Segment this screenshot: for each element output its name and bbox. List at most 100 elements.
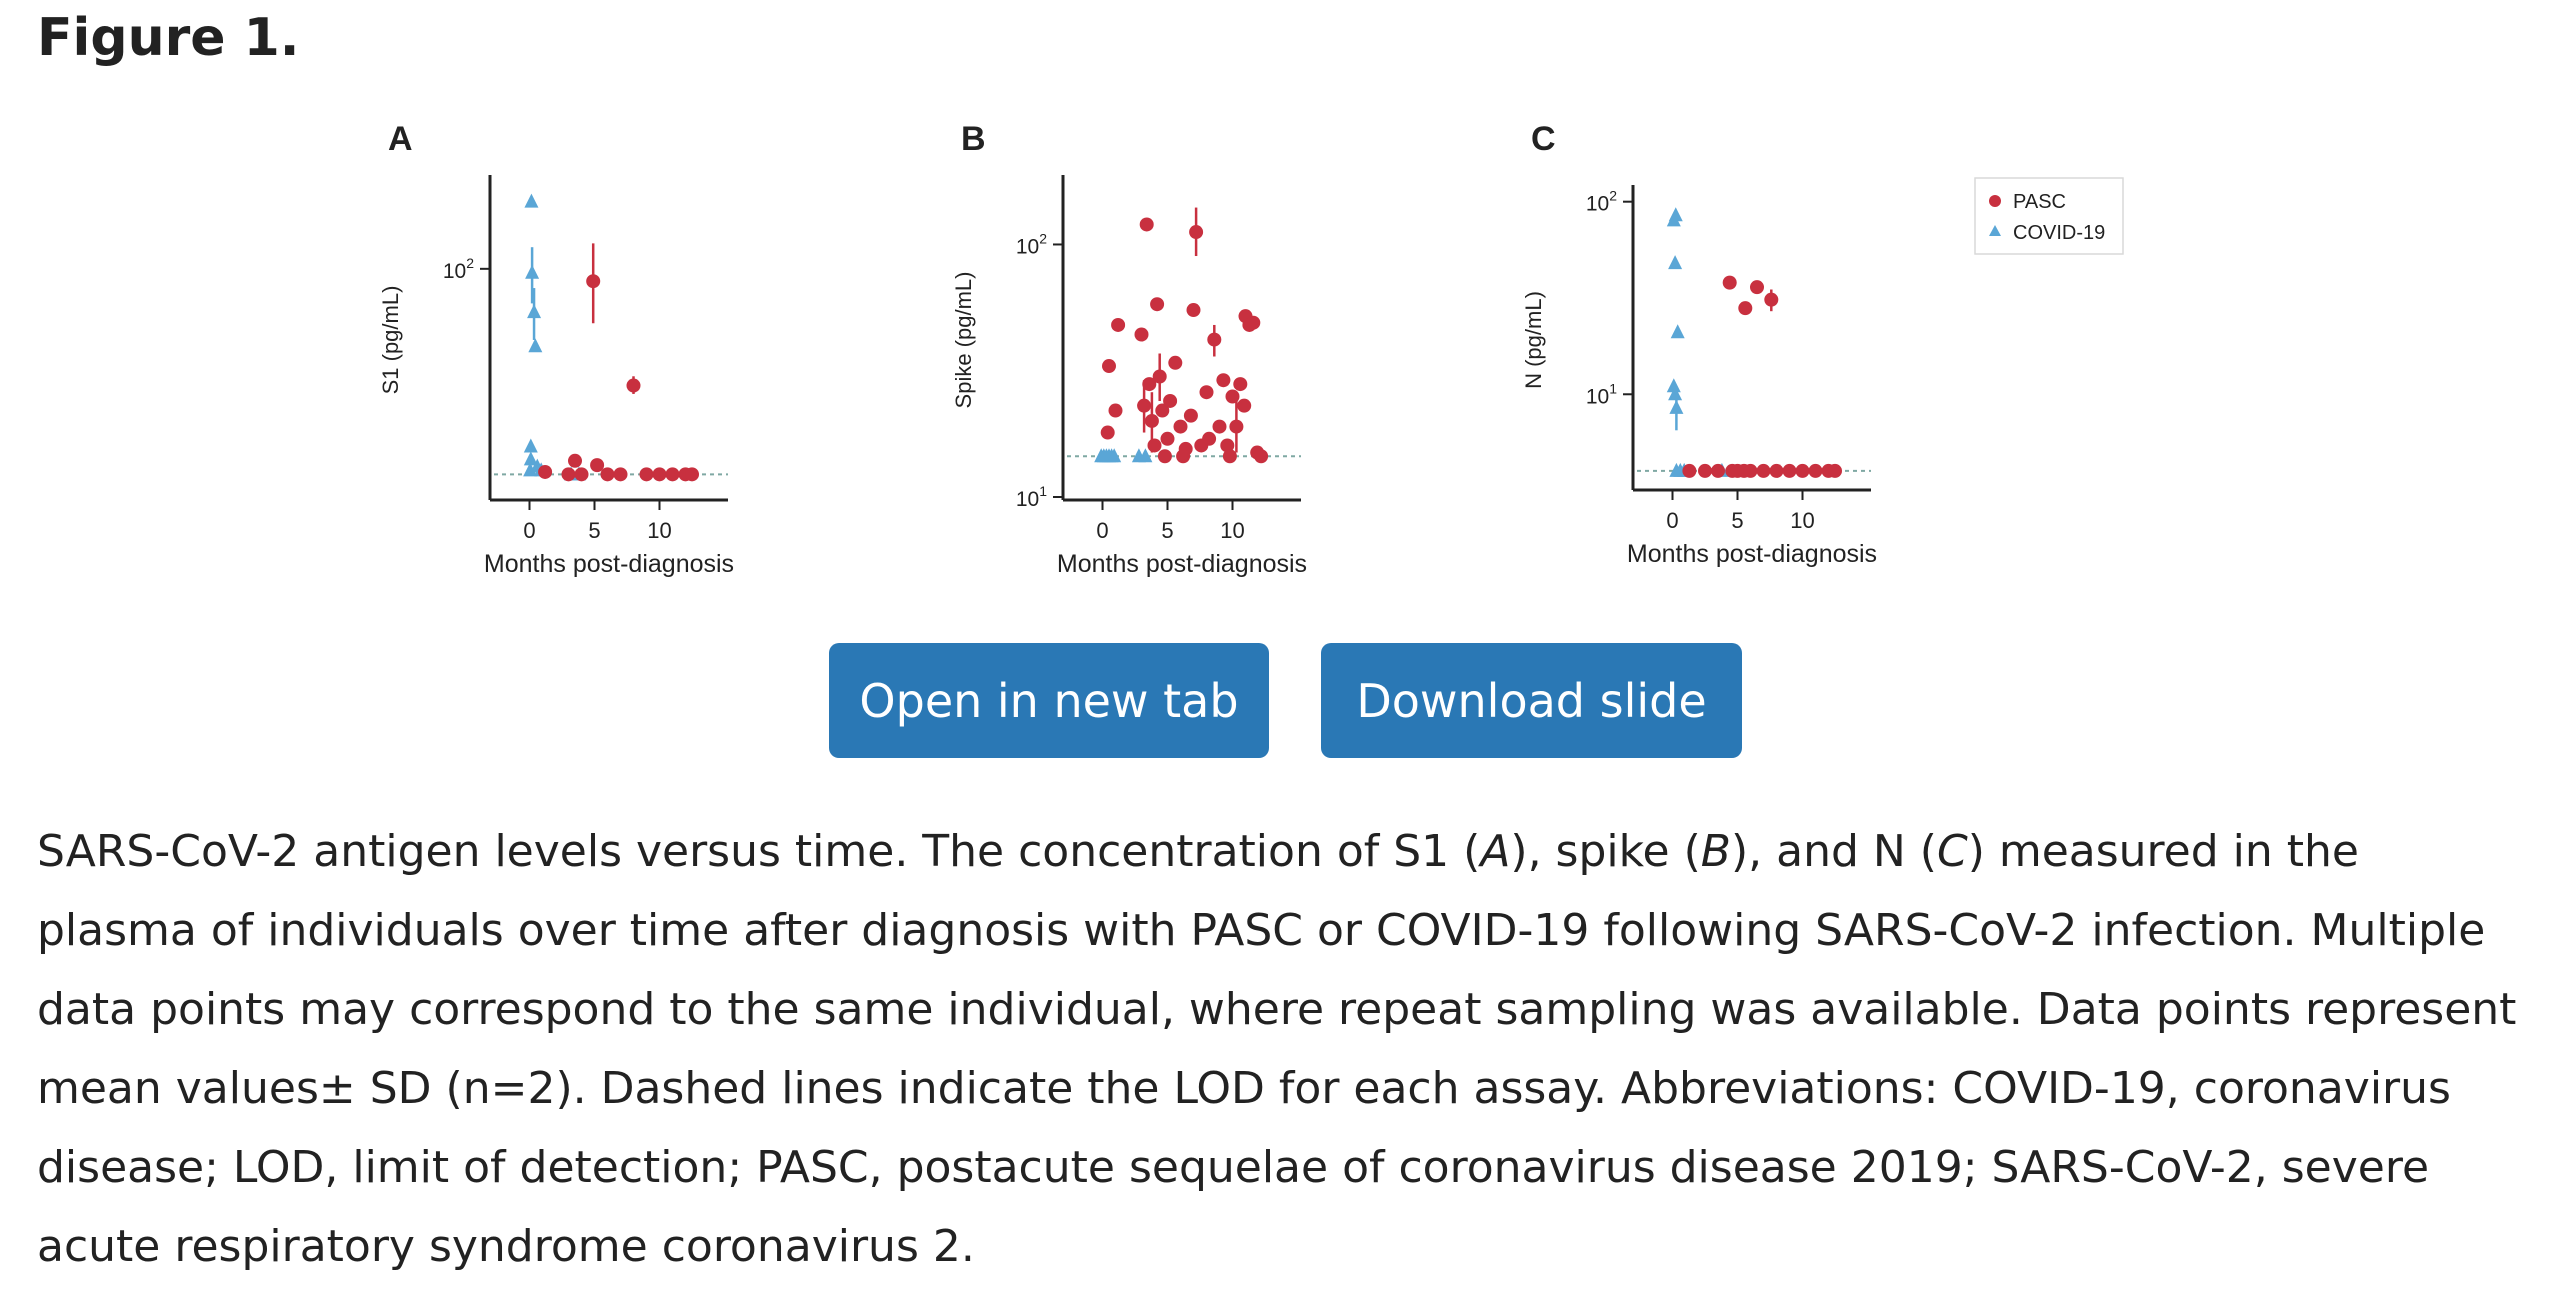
x-tick-label: 5 bbox=[1731, 508, 1743, 533]
pasc-point bbox=[1189, 225, 1204, 240]
caption-panel-ref-b: B bbox=[1700, 826, 1731, 877]
covid-point bbox=[523, 462, 538, 477]
legend-box bbox=[1974, 177, 2124, 255]
pasc-point bbox=[1152, 369, 1167, 384]
y-axis-label: S1 (pg/mL) bbox=[378, 286, 403, 395]
pasc-point bbox=[1756, 463, 1771, 478]
x-axis-label: Months post-diagnosis bbox=[484, 550, 734, 578]
pasc-point bbox=[652, 467, 667, 482]
panel-label: C bbox=[1531, 120, 1556, 158]
legend-pasc-label: PASC bbox=[2013, 191, 2066, 213]
x-tick-label: 0 bbox=[1666, 508, 1678, 533]
pasc-point bbox=[1225, 389, 1240, 404]
pasc-point bbox=[1199, 385, 1214, 400]
pasc-point bbox=[1100, 425, 1115, 440]
pasc-point bbox=[1102, 359, 1116, 374]
covid-point bbox=[524, 193, 539, 208]
download-slide-button[interactable]: Download slide bbox=[1321, 643, 1742, 758]
caption-text: ), spike ( bbox=[1510, 826, 1701, 877]
pasc-point bbox=[1163, 393, 1178, 408]
pasc-point bbox=[1222, 449, 1237, 464]
pasc-point bbox=[1233, 377, 1248, 392]
pasc-point bbox=[1764, 292, 1779, 307]
y-tick-label: 102 bbox=[443, 255, 474, 283]
pasc-point bbox=[1134, 327, 1149, 342]
open-in-new-tab-button[interactable]: Open in new tab bbox=[829, 643, 1269, 758]
pasc-point bbox=[1111, 317, 1126, 332]
y-tick-label: 102 bbox=[1586, 188, 1617, 216]
caption-text: SARS-CoV-2 antigen levels versus time. T… bbox=[37, 826, 1481, 877]
chart-panel-c: C 0 5 10 Months post-diagnosis 102 101 N (pg/mL… bbox=[1521, 120, 2124, 568]
x-tick-label: 10 bbox=[647, 518, 671, 543]
x-axis-label: Months post-diagnosis bbox=[1057, 550, 1307, 578]
pasc-point bbox=[1722, 275, 1737, 290]
pasc-point bbox=[1139, 217, 1154, 232]
pasc-point bbox=[1137, 398, 1152, 413]
x-tick-label: 10 bbox=[1220, 518, 1244, 543]
covid-point bbox=[528, 338, 543, 353]
y-axis-label: Spike (pg/mL) bbox=[951, 272, 976, 409]
pasc-point bbox=[1808, 463, 1823, 478]
pasc-point bbox=[1160, 431, 1175, 446]
pasc-point bbox=[1750, 280, 1764, 295]
covid-point bbox=[1668, 255, 1683, 270]
chart-panel-a: A 0 5 10 Months post-diagnosis 102 S1 (pg/mL) bbox=[378, 120, 734, 578]
pasc-point bbox=[1150, 297, 1165, 312]
pasc-point bbox=[613, 467, 628, 482]
covid-point bbox=[1138, 448, 1153, 463]
pasc-point bbox=[561, 467, 576, 482]
covid-point bbox=[525, 264, 540, 279]
covid-point bbox=[527, 304, 542, 319]
x-tick-label: 5 bbox=[588, 518, 600, 543]
pasc-point bbox=[1108, 403, 1123, 418]
pasc-point bbox=[600, 467, 615, 482]
pasc-point bbox=[1782, 463, 1797, 478]
caption-panel-ref-a: A bbox=[1480, 826, 1511, 877]
chart-panel-b: B 0 5 10 Months post-diagnosis 102 101 Spike (p… bbox=[951, 120, 1307, 578]
pasc-point bbox=[1216, 373, 1231, 388]
covid-point bbox=[523, 438, 538, 453]
pasc-point bbox=[1769, 463, 1784, 478]
pasc-point bbox=[1144, 413, 1159, 428]
pasc-point bbox=[1738, 301, 1753, 316]
pasc-point bbox=[1698, 463, 1712, 478]
caption-text: ) measured in the plasma of individuals … bbox=[37, 826, 2517, 1272]
legend: PASC COVID-19 bbox=[1974, 177, 2124, 255]
x-tick-label: 0 bbox=[523, 518, 535, 543]
pasc-point bbox=[1743, 463, 1758, 478]
y-axis-label: N (pg/mL) bbox=[1521, 291, 1546, 389]
pasc-point bbox=[1183, 408, 1198, 423]
covid-point bbox=[1668, 207, 1683, 222]
figure-caption: SARS-CoV-2 antigen levels versus time. T… bbox=[37, 812, 2527, 1286]
pasc-point bbox=[1142, 377, 1157, 392]
pasc-point bbox=[665, 467, 680, 482]
pasc-point bbox=[1202, 431, 1217, 446]
pasc-point bbox=[1711, 463, 1725, 478]
pasc-point bbox=[639, 467, 654, 482]
legend-covid-label: COVID-19 bbox=[2013, 222, 2105, 244]
panel-label: A bbox=[388, 120, 413, 158]
pasc-point bbox=[1682, 463, 1697, 478]
pasc-point bbox=[586, 274, 601, 289]
y-tick-label: 101 bbox=[1586, 380, 1617, 408]
covid-point bbox=[1666, 378, 1681, 393]
panel-label: B bbox=[961, 120, 986, 158]
covid-point bbox=[1670, 324, 1685, 339]
x-tick-label: 10 bbox=[1790, 508, 1814, 533]
x-axis-label: Months post-diagnosis bbox=[1627, 540, 1877, 568]
pasc-point bbox=[685, 467, 699, 482]
pasc-point bbox=[1147, 438, 1162, 453]
y-tick-label: 101 bbox=[1016, 483, 1047, 511]
pasc-point bbox=[1795, 463, 1810, 478]
caption-panel-ref-c: C bbox=[1936, 826, 1968, 877]
pasc-point bbox=[574, 467, 589, 482]
figure-title: Figure 1. bbox=[37, 8, 300, 68]
y-tick-label: 102 bbox=[1016, 230, 1047, 258]
x-tick-label: 5 bbox=[1161, 518, 1173, 543]
pasc-point bbox=[1246, 315, 1261, 330]
pasc-point bbox=[1229, 419, 1244, 434]
pasc-point bbox=[1207, 332, 1222, 347]
covid-point bbox=[1669, 399, 1684, 414]
covid-point bbox=[523, 451, 538, 466]
covid-point bbox=[1668, 386, 1683, 401]
